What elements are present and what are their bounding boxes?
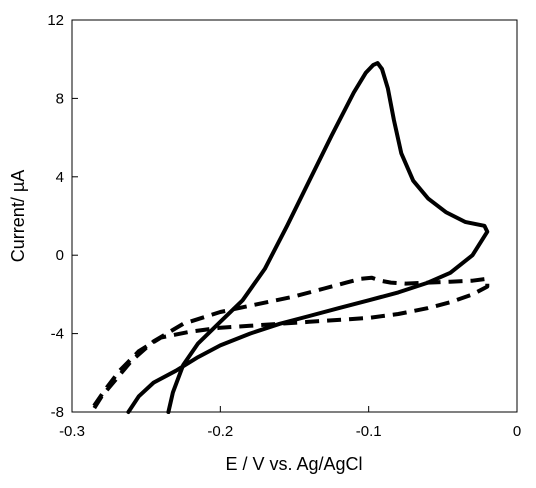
y-tick-label: 8 [56,90,64,107]
y-axis-ticks: -8 -4 0 4 8 12 [47,12,78,421]
x-tick-label: -0.3 [59,423,85,440]
y-tick-label: 4 [56,169,64,186]
y-axis-label: Current/ µA [8,170,28,262]
x-tick-label: -0.1 [356,423,382,440]
dashed-cv-curve [88,275,490,414]
y-tick-label: -8 [51,404,64,421]
x-tick-label: -0.2 [207,423,233,440]
y-tick-label: 0 [56,247,64,264]
plot-frame [71,19,518,413]
y-tick-label: -4 [51,326,64,343]
series-layer [88,61,490,414]
y-tick-label: 12 [47,12,64,29]
solid-cv-curve [126,61,490,414]
x-axis-ticks: -0.3 -0.2 -0.1 0 [59,406,521,440]
x-tick-label: 0 [513,423,521,440]
x-axis-label: E / V vs. Ag/AgCl [225,454,362,474]
